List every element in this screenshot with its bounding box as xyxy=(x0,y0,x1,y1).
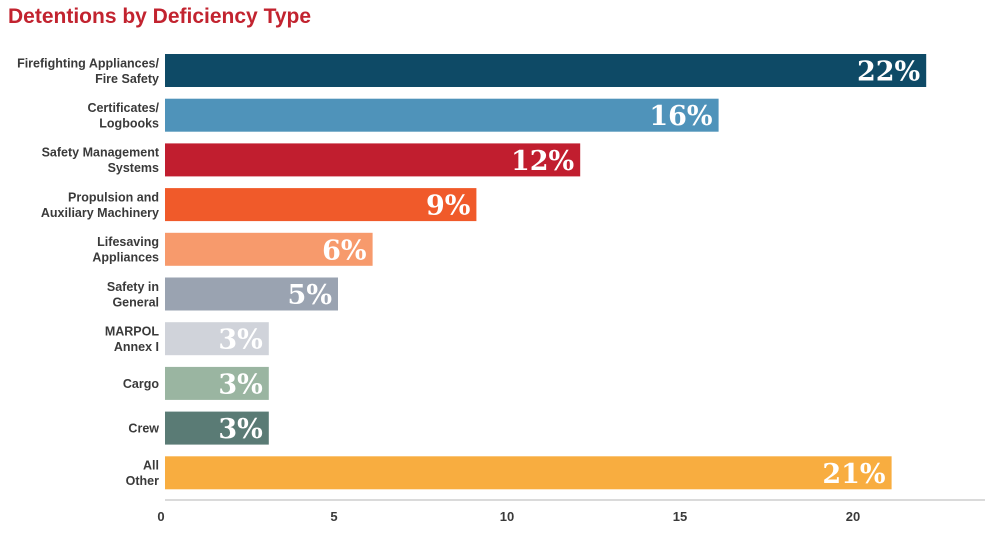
bar xyxy=(165,98,719,132)
bar-value-label: 3% xyxy=(218,414,262,445)
category-label: Certificates/ xyxy=(87,101,159,115)
category-labels: Firefighting Appliances/Fire Safety Certi… xyxy=(17,56,160,488)
bar xyxy=(165,188,477,222)
bar-value-label: 9% xyxy=(426,191,470,222)
category-label: Crew xyxy=(128,422,159,436)
bar-value-label: 6% xyxy=(322,235,366,266)
category-label: Annex I xyxy=(114,340,159,354)
category-label: Appliances xyxy=(92,251,159,265)
x-tick-label: 0 xyxy=(157,509,164,524)
bar-value-label: 22% xyxy=(857,57,920,88)
x-tick-label: 5 xyxy=(330,509,337,524)
category-label: Safety in xyxy=(107,280,159,294)
bar xyxy=(165,54,927,87)
bar xyxy=(165,143,581,177)
chart-title: Detentions by Deficiency Type xyxy=(8,5,311,28)
category-label: All xyxy=(143,459,159,473)
bar-value-label: 21% xyxy=(822,459,885,490)
bar-value-label: 5% xyxy=(288,280,332,311)
bar xyxy=(165,232,373,266)
bar-value-label: 12% xyxy=(511,146,574,177)
x-tick-label: 20 xyxy=(846,509,860,524)
x-tick-label: 10 xyxy=(500,509,514,524)
category-label: Fire Safety xyxy=(95,72,159,86)
bar-value-label: 16% xyxy=(649,101,712,132)
bar-value-label: 3% xyxy=(218,369,262,400)
x-tick-label: 15 xyxy=(673,509,687,524)
category-label: Propulsion and xyxy=(68,190,159,204)
category-label: General xyxy=(112,295,159,309)
value-labels: 22% 16% 12% 9% 6% 5% 3% 3% 3% 21% xyxy=(218,57,920,490)
bar xyxy=(165,456,892,490)
bar xyxy=(165,322,269,356)
category-label: Other xyxy=(126,474,159,488)
bar xyxy=(165,411,269,445)
category-label: Systems xyxy=(108,161,159,175)
x-axis-tick-labels: 0 5 10 15 20 xyxy=(157,509,860,524)
category-label: Firefighting Appliances/ xyxy=(17,56,159,70)
category-label: Logbooks xyxy=(99,116,159,130)
category-label: Cargo xyxy=(123,377,159,391)
category-label: MARPOL xyxy=(105,324,160,338)
bars-group xyxy=(165,54,927,490)
category-label: Lifesaving xyxy=(97,235,159,249)
category-label: Safety Management xyxy=(42,146,160,160)
bar xyxy=(165,277,338,311)
bar-value-label: 3% xyxy=(218,325,262,356)
category-label: Auxiliary Machinery xyxy=(41,206,159,220)
bar xyxy=(165,366,269,400)
